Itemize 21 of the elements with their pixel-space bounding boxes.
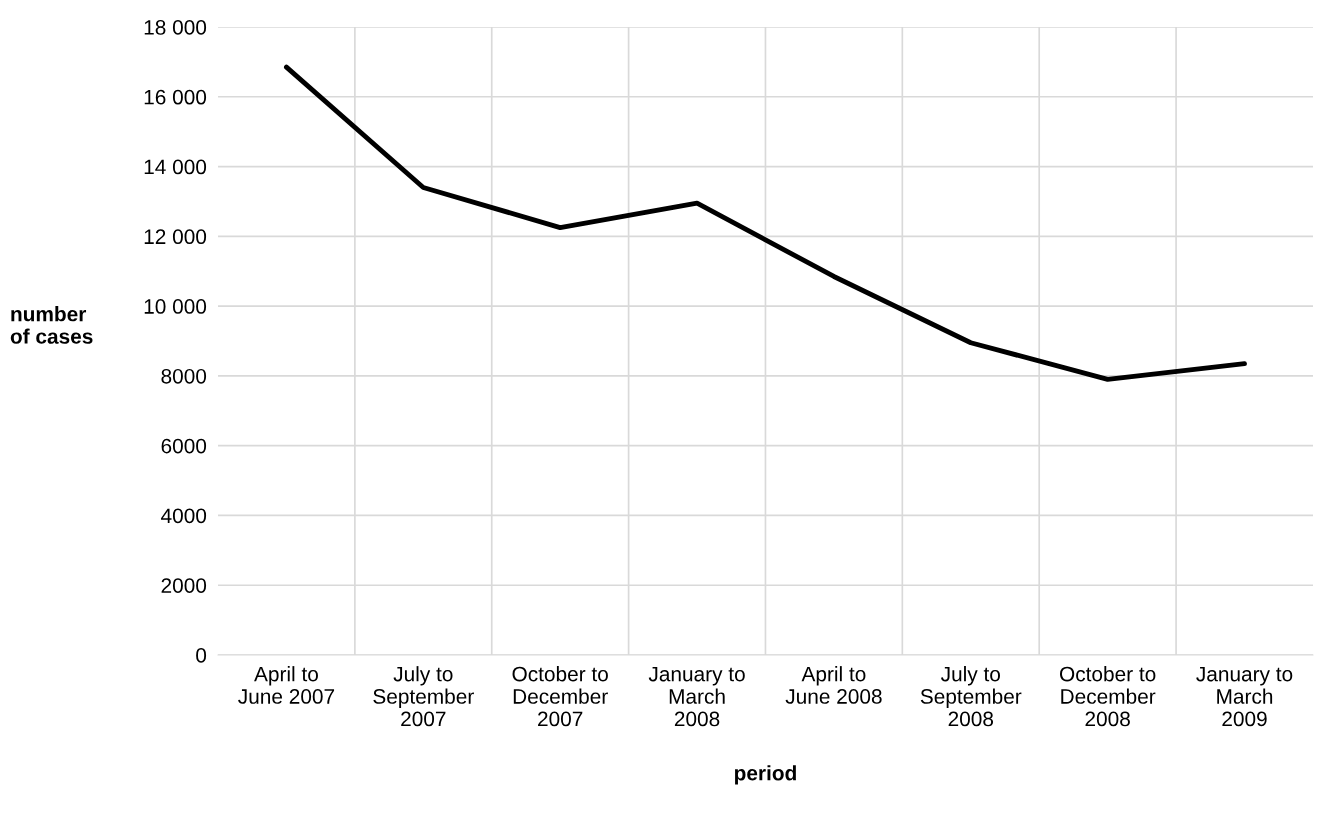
line-series — [284, 64, 1247, 382]
y-tick-label: 14 000 — [144, 159, 207, 175]
y-tick-label: 4000 — [161, 508, 207, 524]
x-tick-label: October to December 2008 — [1059, 666, 1156, 727]
x-tick-label: April to June 2007 — [238, 666, 335, 704]
y-tick-label: 18 000 — [144, 20, 207, 35]
y-tick-label: 6000 — [161, 438, 207, 454]
y-tick-label: 12 000 — [144, 229, 207, 245]
y-tick-label: 10 000 — [144, 299, 207, 314]
y-tick-label: 8000 — [161, 368, 207, 384]
y-tick-label: 2000 — [161, 578, 207, 593]
x-tick-label: April to June 2008 — [785, 666, 882, 704]
x-tick-label: July to September 2008 — [920, 666, 1022, 727]
y-tick-label: 16 000 — [144, 89, 207, 105]
x-axis-title: period — [735, 765, 796, 785]
x-tick-label: January to March 2009 — [1196, 666, 1293, 727]
x-tick-label: October to December 2007 — [512, 666, 608, 727]
x-tick-label: July to September 2007 — [373, 666, 474, 727]
y-tick-label: 0 — [196, 648, 207, 663]
y-axis-title: number of cases — [10, 306, 93, 344]
x-tick-label: January to March 2008 — [648, 666, 745, 727]
